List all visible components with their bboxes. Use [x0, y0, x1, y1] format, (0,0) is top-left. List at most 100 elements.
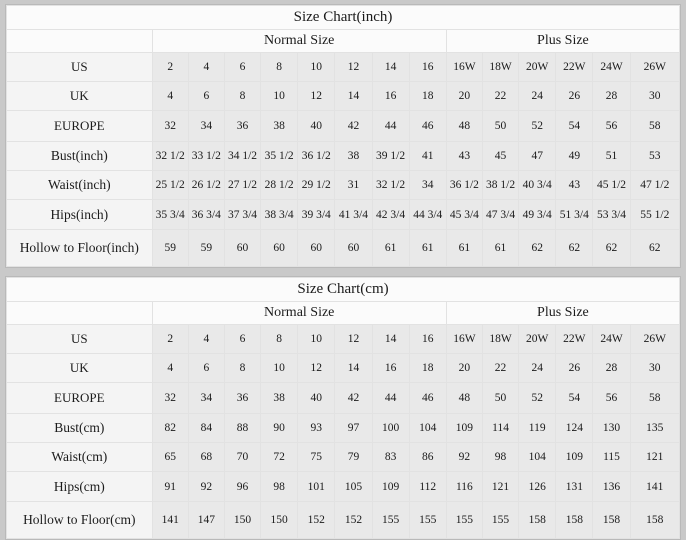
cell: 35 3/4 [151, 199, 189, 230]
cell: 38 [260, 382, 299, 414]
cell: 26W [629, 52, 681, 82]
row-label-hollow-to-floor: Hollow to Floor(inch) [6, 229, 153, 267]
cell: 4 [151, 353, 189, 383]
group-header-plus-size: Plus Size [445, 301, 681, 325]
cell: 53 3/4 [592, 199, 631, 230]
cell: 20 [445, 81, 483, 111]
cell: 28 [592, 353, 631, 383]
cell: 14 [334, 81, 373, 111]
cell: 27 1/2 [223, 170, 262, 200]
cell: 150 [260, 501, 299, 539]
cell: 20W [518, 52, 557, 82]
cell: 25 1/2 [151, 170, 189, 200]
cell: 36 1/2 [297, 141, 336, 171]
chart-title: Size Chart(inch) [6, 5, 680, 30]
table-body-cm: Size Chart(cm) Normal Size Plus Size US … [6, 277, 681, 539]
cell: 30 [629, 81, 681, 111]
cell: 70 [223, 442, 262, 472]
cell: 36 3/4 [187, 199, 225, 230]
cell: 158 [555, 501, 594, 539]
cell: 24 [518, 81, 557, 111]
row-label-bust: Bust(cm) [6, 413, 153, 443]
cell: 115 [592, 442, 631, 472]
cell: 75 [297, 442, 336, 472]
cell: 45 1/2 [592, 170, 631, 200]
cell: 43 [555, 170, 594, 200]
cell: 61 [408, 229, 447, 267]
table-row-hips: Hips(cm) 91 92 96 98 101 105 109 112 116… [6, 471, 681, 502]
group-header-blank [6, 29, 153, 53]
cell: 131 [555, 471, 594, 502]
cell: 158 [592, 501, 631, 539]
cell: 101 [297, 471, 336, 502]
table-row-bust: Bust(inch) 32 1/2 33 1/2 34 1/2 35 1/2 3… [6, 141, 681, 171]
group-header-row: Normal Size Plus Size [6, 29, 681, 53]
cell: 155 [481, 501, 520, 539]
cell: 4 [187, 324, 225, 354]
cell: 8 [260, 52, 299, 82]
table-row-europe: EUROPE 32 34 36 38 40 42 44 46 48 50 52 … [6, 110, 681, 142]
cell: 97 [334, 413, 373, 443]
cell: 112 [408, 471, 447, 502]
cell: 26 1/2 [187, 170, 225, 200]
cell: 8 [260, 324, 299, 354]
cell: 92 [187, 471, 225, 502]
cell: 30 [629, 353, 681, 383]
cell: 61 [445, 229, 483, 267]
cell: 56 [592, 110, 631, 142]
cell: 28 [592, 81, 631, 111]
cell: 38 1/2 [481, 170, 520, 200]
cell: 12 [334, 324, 373, 354]
cell: 104 [408, 413, 447, 443]
cell: 79 [334, 442, 373, 472]
cell: 51 [592, 141, 631, 171]
size-chart-cm: Size Chart(cm) Normal Size Plus Size US … [5, 276, 681, 540]
cell: 6 [223, 52, 262, 82]
cell: 152 [334, 501, 373, 539]
cell: 86 [408, 442, 447, 472]
cell: 50 [481, 110, 520, 142]
cell: 24 [518, 353, 557, 383]
cell: 4 [151, 81, 189, 111]
cell: 34 [187, 382, 225, 414]
cell: 124 [555, 413, 594, 443]
cell: 29 1/2 [297, 170, 336, 200]
table-row-us: US 2 4 6 8 10 12 14 16 16W 18W 20W 22W 2… [6, 52, 681, 82]
cell: 105 [334, 471, 373, 502]
cell: 42 [334, 382, 373, 414]
cell: 88 [223, 413, 262, 443]
size-chart-inch: Size Chart(inch) Normal Size Plus Size U… [5, 4, 681, 268]
row-label-bust: Bust(inch) [6, 141, 153, 171]
cell: 46 [408, 382, 447, 414]
cell: 60 [297, 229, 336, 267]
cell: 59 [151, 229, 189, 267]
cell: 44 3/4 [408, 199, 447, 230]
cell: 62 [629, 229, 681, 267]
cell: 34 [408, 170, 447, 200]
cell: 36 1/2 [445, 170, 483, 200]
row-label-hollow-to-floor: Hollow to Floor(cm) [6, 501, 153, 539]
cell: 68 [187, 442, 225, 472]
cell: 62 [518, 229, 557, 267]
cell: 10 [297, 52, 336, 82]
cell: 38 [260, 110, 299, 142]
cell: 91 [151, 471, 189, 502]
cell: 4 [187, 52, 225, 82]
cell: 58 [629, 382, 681, 414]
cell: 109 [445, 413, 483, 443]
row-label-hips: Hips(inch) [6, 199, 153, 230]
size-table-cm: Size Chart(cm) Normal Size Plus Size US … [6, 277, 681, 539]
cell: 18W [481, 52, 520, 82]
cell: 24W [592, 52, 631, 82]
cell: 6 [187, 353, 225, 383]
cell: 114 [481, 413, 520, 443]
cell: 14 [371, 52, 410, 82]
cell: 38 3/4 [260, 199, 299, 230]
cell: 22W [555, 52, 594, 82]
cell: 48 [445, 382, 483, 414]
cell: 36 [223, 110, 262, 142]
cell: 109 [371, 471, 410, 502]
row-label-waist: Waist(inch) [6, 170, 153, 200]
cell: 8 [223, 353, 262, 383]
cell: 18W [481, 324, 520, 354]
